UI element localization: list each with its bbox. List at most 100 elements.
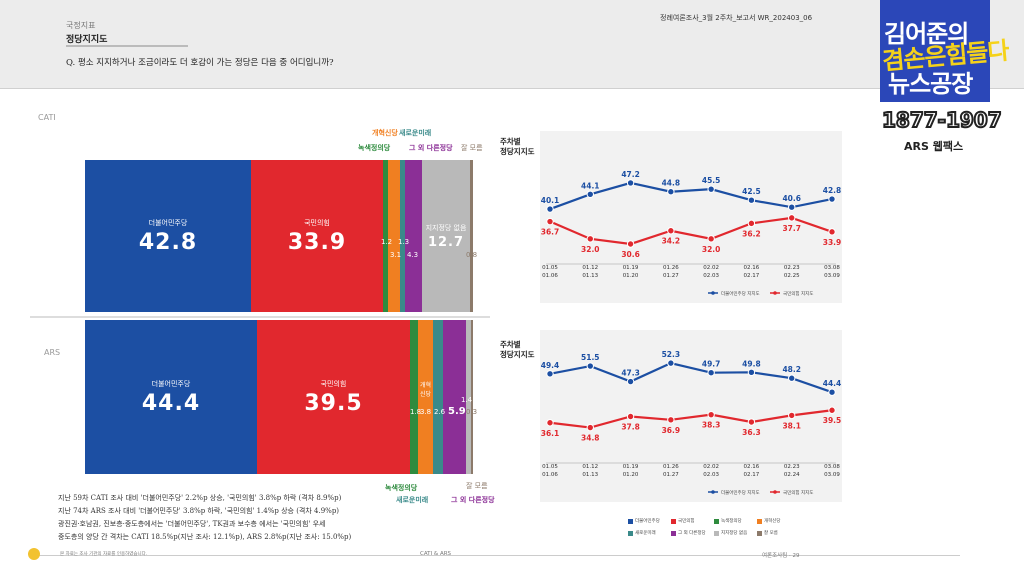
data-label: 38.1 xyxy=(782,421,801,430)
data-point xyxy=(747,418,756,426)
cati-green-value: 1.2 xyxy=(381,238,393,246)
data-point xyxy=(626,412,635,421)
legend-text: 지지정당 없음 xyxy=(721,531,748,536)
legend-marker xyxy=(711,490,715,494)
cati-ppp-value: 33.9 xyxy=(287,229,347,255)
ars-segment-dk xyxy=(471,320,473,474)
ars-segment-ppp: 국민의힘 39.5 xyxy=(257,320,410,474)
broadcast-title-3: 뉴스공장 xyxy=(888,70,973,98)
x-tick-label: 02.03 xyxy=(703,472,719,478)
cati-reform-value: 3.1 xyxy=(390,251,402,259)
legend-swatch xyxy=(757,530,762,536)
data-label: 36.3 xyxy=(742,428,761,437)
data-point xyxy=(788,203,796,211)
data-point xyxy=(747,219,756,228)
cati-none-name: 지지정당 없음 xyxy=(425,223,467,232)
trend-panel-cati: 40.1 44.1 47.2 44.8 45.5 42.5 40.6 42.8 36.7 32.0… xyxy=(540,131,842,303)
x-tick-label: 01.26 xyxy=(663,464,679,470)
cati-newfuture-value: 1.3 xyxy=(398,238,410,246)
legend-swatch xyxy=(714,518,719,524)
broadcast-phone: 1877-1907 xyxy=(881,107,1003,133)
data-label: 37.7 xyxy=(782,224,801,233)
trend-title-ars: 주차별 정당지지도 xyxy=(500,340,535,359)
data-label: 44.8 xyxy=(662,179,681,188)
cati-stacked-bar: 더불어민주당 42.8 국민의힘 33.9 지지정당 없음 12.7 1.2 3… xyxy=(85,160,477,312)
legend-text: 국민의힘 xyxy=(678,519,695,524)
legend-text: 개혁신당 xyxy=(764,519,781,524)
data-label: 40.1 xyxy=(541,196,560,205)
cati-dk-value: 0.8 xyxy=(466,251,478,259)
legend-swatch xyxy=(628,518,633,524)
data-point xyxy=(667,416,675,424)
ars-segment-green xyxy=(410,320,418,474)
data-point xyxy=(546,205,554,213)
legend-swatch xyxy=(671,518,676,524)
label-green: 녹색정의당 xyxy=(358,144,391,152)
ars-segment-dem: 더불어민주당 44.4 xyxy=(85,320,257,474)
cati-segment-reform xyxy=(388,160,400,312)
cati-segment-dk xyxy=(470,160,473,312)
footer-left: 본 자료는 조사 기관의 자료를 인용하였습니다. xyxy=(60,552,148,557)
data-label: 39.5 xyxy=(823,416,842,425)
bottom-legend-item: 개혁신당 xyxy=(757,518,781,524)
x-tick-label: 01.20 xyxy=(623,273,639,279)
ars-label-newfuture: 새로운미래 xyxy=(396,496,429,504)
data-label: 38.3 xyxy=(702,421,721,430)
x-tick-label: 01.06 xyxy=(542,273,558,279)
ars-none-value: 1.4 xyxy=(461,396,473,404)
section-tag: 국정지표 xyxy=(66,21,96,30)
data-point xyxy=(788,411,796,420)
cati-other-value: 4.3 xyxy=(407,251,419,259)
ars-label-green: 녹색정의당 xyxy=(385,484,418,492)
data-label: 36.2 xyxy=(742,229,761,238)
section-separator xyxy=(30,316,490,318)
x-tick-label: 03.09 xyxy=(824,273,840,279)
x-tick-label: 01.20 xyxy=(623,472,639,478)
bottom-legend-item: 더불어민주당 xyxy=(628,518,660,524)
x-tick-label: 03.09 xyxy=(824,472,840,478)
legend-swatch xyxy=(628,530,633,536)
note-line-3: 광진권·호남권, 진보층·중도층에서는 '더불어민주당', TK권과 보수층 에… xyxy=(58,520,326,528)
data-label: 48.2 xyxy=(782,365,801,374)
legend-swatch xyxy=(757,518,762,524)
cati-label: CATI xyxy=(38,113,56,122)
x-tick-label: 03.08 xyxy=(824,464,840,470)
bottom-legend-item: 국민의힘 xyxy=(671,518,695,524)
data-point xyxy=(586,190,594,199)
survey-question: Q. 평소 지지하거나 조금이라도 더 호감이 가는 정당은 다음 중 어디입니… xyxy=(66,58,334,68)
x-tick-label: 02.25 xyxy=(784,273,800,279)
legend-text: 잘 모름 xyxy=(764,531,778,536)
data-point xyxy=(586,235,594,243)
data-label: 40.6 xyxy=(782,194,801,203)
x-tick-label: 03.08 xyxy=(824,265,840,271)
ars-segment-other xyxy=(443,320,466,474)
section-title: 정당지지도 xyxy=(66,35,108,45)
broadcast-ars: ARS 웹팩스 xyxy=(904,140,964,153)
ars-ppp-name: 국민의힘 xyxy=(320,379,347,388)
legend-marker xyxy=(773,490,777,494)
data-point xyxy=(546,419,554,427)
data-label: 45.5 xyxy=(702,176,721,185)
ars-label: ARS xyxy=(44,348,61,357)
label-reform: 개혁신당 xyxy=(372,129,398,137)
data-label: 49.4 xyxy=(541,361,560,370)
x-tick-label: 02.03 xyxy=(703,273,719,279)
data-point xyxy=(586,362,594,370)
label-other: 그 외 다른정당 xyxy=(409,144,453,152)
trend-title-cati: 주차별 정당지지도 xyxy=(500,137,535,156)
broadcast-title-1: 김어준의 xyxy=(884,20,969,48)
data-label: 36.7 xyxy=(541,228,560,237)
data-label: 42.8 xyxy=(823,186,842,195)
cati-none-value: 12.7 xyxy=(427,234,465,250)
data-point xyxy=(546,370,554,378)
data-point xyxy=(747,368,756,377)
ars-ppp-value: 39.5 xyxy=(304,390,363,416)
header-divider xyxy=(0,88,1024,89)
ars-segment-newfuture xyxy=(433,320,443,474)
data-point xyxy=(788,214,796,222)
cati-segment-dem: 더불어민주당 42.8 xyxy=(85,160,251,312)
ars-stacked-bar: 더불어민주당 44.4 국민의힘 39.5 개혁신당 1.8 3.8 2.6 5… xyxy=(85,320,477,474)
ars-segment-none xyxy=(466,320,471,474)
cati-ppp-name: 국민의힘 xyxy=(304,218,330,227)
x-tick-label: 01.05 xyxy=(542,464,558,470)
